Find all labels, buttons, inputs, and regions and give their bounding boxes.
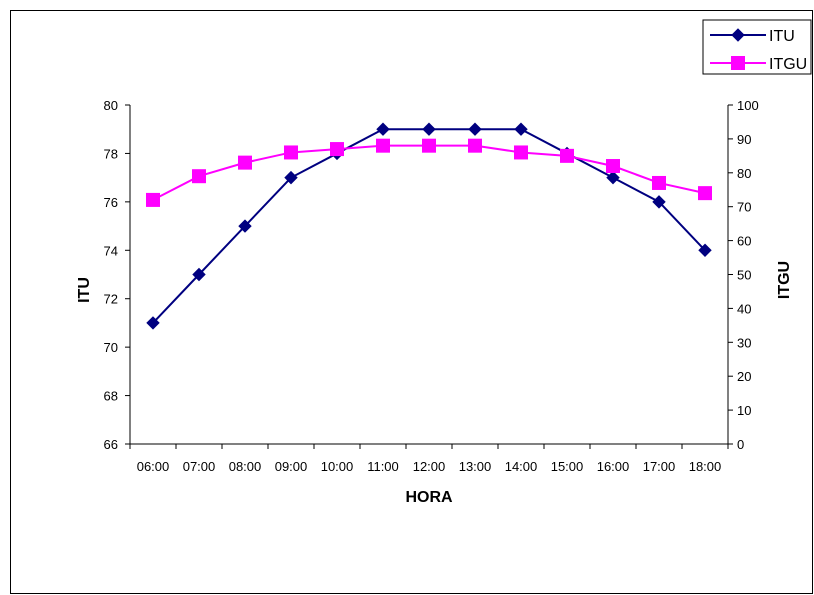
point-itgu <box>238 155 252 170</box>
y2-tick-label: 60 <box>737 234 751 249</box>
point-itu <box>192 267 206 282</box>
y-tick-label: 80 <box>104 98 118 113</box>
y2-tick-label: 10 <box>737 403 751 418</box>
point-itu <box>284 170 298 185</box>
y-axis-title: ITU <box>76 277 93 303</box>
y2-tick-label: 20 <box>737 369 751 384</box>
y2-tick-label: 30 <box>737 335 751 350</box>
legend-box <box>702 19 812 75</box>
point-itgu <box>560 148 574 163</box>
legend: ITU ITGU <box>702 19 812 75</box>
y-tick-label: 78 <box>104 146 118 161</box>
point-itu <box>606 170 620 185</box>
legend-label-itgu: ITGU <box>769 56 807 73</box>
y-tick-label: 66 <box>104 437 118 452</box>
x-tick-label: 14:00 <box>505 459 538 474</box>
x-tick-label: 10:00 <box>321 459 354 474</box>
legend-marker-itgu <box>731 56 745 70</box>
point-itu <box>238 219 252 233</box>
x-tick-label: 15:00 <box>551 459 584 474</box>
y2-tick-label: 90 <box>737 132 751 147</box>
x-tick-label: 17:00 <box>643 459 676 474</box>
point-itgu <box>652 175 666 190</box>
chart-frame <box>10 10 813 594</box>
y2-tick-label: 70 <box>737 200 751 215</box>
x-tick-label: 16:00 <box>597 459 630 474</box>
point-itgu <box>606 159 620 174</box>
x-tick-label: 13:00 <box>459 459 492 474</box>
point-itu <box>652 195 666 209</box>
y2-tick-label: 40 <box>737 301 751 316</box>
y-tick-label: 68 <box>104 389 118 404</box>
y2-tick-label: 0 <box>737 437 744 452</box>
point-itgu <box>376 138 390 153</box>
y-tick-label: 76 <box>104 195 118 210</box>
y2-tick-label: 100 <box>737 98 759 113</box>
point-itgu <box>698 186 712 201</box>
axes-group: 66 68 70 72 74 76 78 80 0 10 20 30 40 50 60 70 80 90 100 06… <box>104 98 759 474</box>
y2-axis-title: ITGU <box>776 261 793 299</box>
point-itu <box>146 316 160 330</box>
x-tick-label: 09:00 <box>275 459 308 474</box>
point-itu <box>376 122 390 136</box>
y-tick-label: 70 <box>104 340 118 355</box>
y-tick-label: 74 <box>104 243 118 258</box>
series-group <box>146 122 712 330</box>
series-line-itu <box>152 128 706 324</box>
x-tick-label: 18:00 <box>689 459 722 474</box>
point-itu <box>514 122 528 136</box>
point-itu <box>698 243 712 257</box>
legend-marker-itu <box>731 28 745 42</box>
point-itu <box>422 122 436 136</box>
point-itgu <box>284 145 298 160</box>
point-itgu <box>514 145 528 160</box>
point-itgu <box>192 169 206 184</box>
y2-tick-label: 50 <box>737 268 751 283</box>
x-tick-label: 06:00 <box>137 459 170 474</box>
x-axis-title: HORA <box>405 489 453 506</box>
legend-label-itu: ITU <box>769 28 795 45</box>
x-tick-label: 11:00 <box>367 459 399 474</box>
series-line-itgu <box>152 144 706 201</box>
x-tick-label: 07:00 <box>183 459 216 474</box>
point-itu <box>468 122 482 136</box>
x-tick-label: 12:00 <box>413 459 446 474</box>
x-tick-label: 08:00 <box>229 459 262 474</box>
y-tick-label: 72 <box>104 292 118 307</box>
point-itgu <box>146 192 160 207</box>
point-itgu <box>422 138 436 153</box>
y2-tick-label: 80 <box>737 166 751 181</box>
point-itgu <box>468 138 482 153</box>
point-itgu <box>330 142 344 157</box>
